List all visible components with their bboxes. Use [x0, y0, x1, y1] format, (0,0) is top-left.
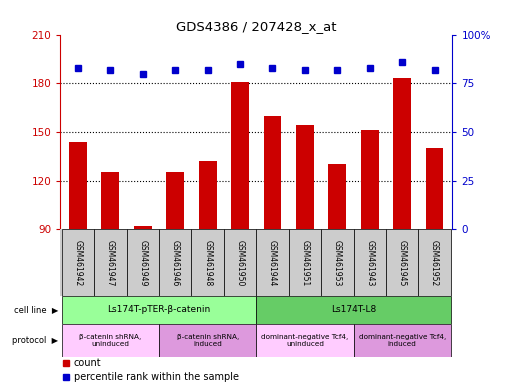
Bar [386, 229, 418, 296]
Bar [62, 229, 94, 296]
Text: GSM461952: GSM461952 [430, 240, 439, 286]
Text: protocol  ▶: protocol ▶ [13, 336, 59, 345]
Bar [134, 226, 152, 229]
Bar [62, 324, 159, 357]
Bar [94, 229, 127, 296]
Text: GSM461948: GSM461948 [203, 240, 212, 286]
Text: cell line  ▶: cell line ▶ [14, 305, 59, 314]
Bar [256, 296, 451, 324]
Text: GSM461953: GSM461953 [333, 240, 342, 286]
Text: GSM461943: GSM461943 [365, 240, 374, 286]
Bar [191, 229, 224, 296]
Text: GSM461949: GSM461949 [138, 240, 147, 286]
Bar [256, 324, 354, 357]
Bar [289, 229, 321, 296]
Bar [264, 116, 281, 229]
Bar [62, 296, 256, 324]
Text: count: count [74, 358, 101, 368]
Text: Ls174T-pTER-β-catenin: Ls174T-pTER-β-catenin [107, 305, 211, 314]
Bar [354, 324, 451, 357]
Text: Ls174T-L8: Ls174T-L8 [331, 305, 376, 314]
Bar [256, 229, 289, 296]
Bar [296, 126, 314, 229]
Bar [361, 130, 379, 229]
Text: GSM461951: GSM461951 [300, 240, 310, 286]
Title: GDS4386 / 207428_x_at: GDS4386 / 207428_x_at [176, 20, 336, 33]
Bar [418, 229, 451, 296]
Text: dominant-negative Tcf4,
uninduced: dominant-negative Tcf4, uninduced [262, 334, 348, 347]
Bar [393, 78, 411, 229]
Bar [159, 324, 256, 357]
Text: β-catenin shRNA,
uninduced: β-catenin shRNA, uninduced [79, 334, 142, 347]
Bar [199, 161, 217, 229]
Bar [321, 229, 354, 296]
Text: GSM461942: GSM461942 [73, 240, 83, 286]
Text: GSM461945: GSM461945 [397, 240, 407, 286]
Bar [224, 229, 256, 296]
Bar [127, 229, 159, 296]
Bar [354, 229, 386, 296]
Text: β-catenin shRNA,
induced: β-catenin shRNA, induced [177, 334, 239, 347]
Bar [328, 164, 346, 229]
Text: GSM461946: GSM461946 [170, 240, 180, 286]
Bar [101, 172, 119, 229]
Text: dominant-negative Tcf4,
induced: dominant-negative Tcf4, induced [359, 334, 446, 347]
Text: GSM461944: GSM461944 [268, 240, 277, 286]
Bar [166, 172, 184, 229]
Bar [69, 142, 87, 229]
Text: GSM461947: GSM461947 [106, 240, 115, 286]
Text: percentile rank within the sample: percentile rank within the sample [74, 372, 239, 382]
Bar [231, 82, 249, 229]
Bar [426, 148, 444, 229]
Text: GSM461950: GSM461950 [235, 240, 245, 286]
Bar [159, 229, 191, 296]
